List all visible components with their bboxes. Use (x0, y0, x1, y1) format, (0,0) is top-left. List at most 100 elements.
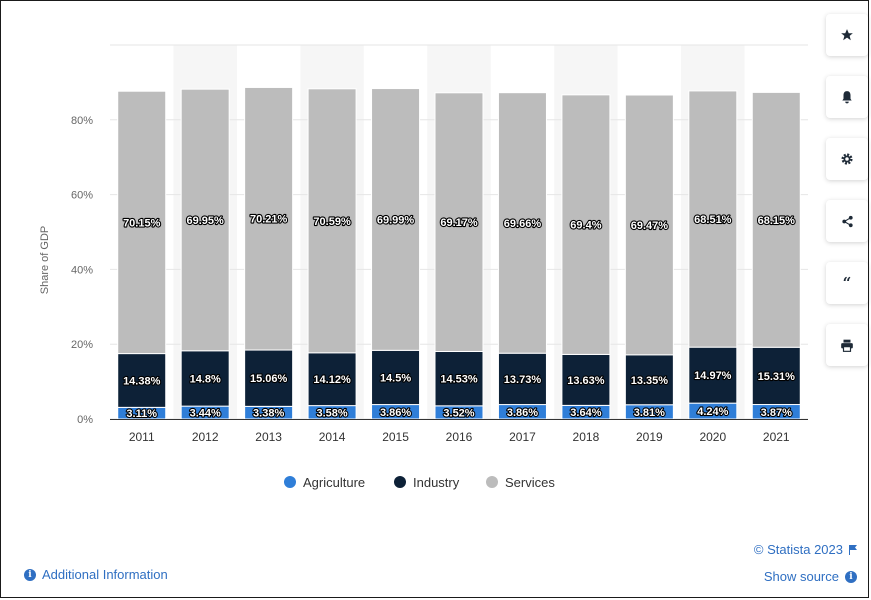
data-label: 69.47% (631, 220, 669, 232)
data-label: 3.64% (570, 407, 601, 419)
data-label: 70.59% (313, 216, 351, 228)
data-label: 3.86% (507, 407, 538, 419)
data-label: 13.63% (567, 375, 605, 387)
y-axis-title: Share of GDP (39, 226, 51, 294)
bar-services[interactable] (624, 94, 674, 356)
bar-services[interactable] (434, 92, 484, 352)
quote-icon: “ (842, 274, 852, 292)
data-label: 14.53% (440, 374, 478, 386)
data-label: 14.8% (190, 373, 221, 385)
bar-services[interactable] (751, 91, 801, 348)
x-tick-label: 2011 (129, 430, 155, 444)
y-tick-label: 20% (71, 339, 93, 351)
bar-services[interactable] (307, 88, 357, 354)
y-tick-label: 80% (71, 115, 93, 127)
y-tick-label: 0% (77, 414, 93, 426)
data-label: 69.66% (504, 218, 542, 230)
bell-icon (842, 91, 852, 104)
x-tick-label: 2016 (446, 430, 473, 444)
bar-industry[interactable] (751, 346, 801, 406)
share-button[interactable] (826, 200, 868, 242)
legend-marker (394, 476, 406, 488)
data-label: 13.35% (631, 375, 669, 387)
bar-industry[interactable] (244, 349, 294, 407)
legend-label: Agriculture (303, 475, 365, 490)
data-label: 70.21% (250, 214, 288, 226)
legend: Agriculture Industry Services (284, 475, 555, 490)
legend-marker (284, 476, 296, 488)
bar-industry[interactable] (180, 350, 230, 407)
bar-services[interactable] (117, 90, 167, 355)
show-source-link[interactable]: Show source i (764, 569, 857, 584)
data-label: 3.86% (380, 407, 411, 419)
x-tick-label: 2021 (763, 430, 790, 444)
data-label: 14.38% (123, 375, 161, 387)
bar-industry[interactable] (307, 352, 357, 407)
x-tick-label: 2013 (255, 430, 282, 444)
bar-industry[interactable] (434, 350, 484, 407)
data-label: 3.44% (190, 408, 221, 420)
flag-icon (849, 544, 857, 555)
data-label: 70.15% (123, 217, 161, 229)
data-label: 3.38% (253, 408, 284, 420)
additional-information-link[interactable]: i Additional Information (24, 567, 168, 582)
bar-services[interactable] (244, 86, 294, 351)
x-tick-label: 2020 (699, 430, 726, 444)
data-label: 14.97% (694, 370, 732, 382)
gear-icon (841, 153, 853, 165)
legend-label: Services (505, 475, 555, 490)
info-icon: i (24, 568, 36, 581)
bar-services[interactable] (180, 88, 230, 352)
cite-button[interactable]: “ (826, 262, 868, 304)
y-tick-label: 40% (71, 264, 93, 276)
data-label: 68.51% (694, 214, 732, 226)
x-tick-label: 2019 (636, 430, 663, 444)
bar-industry[interactable] (371, 349, 421, 406)
x-tick-label: 2012 (192, 430, 219, 444)
x-tick-label: 2018 (573, 430, 600, 444)
legend-item-industry[interactable]: Industry (394, 475, 460, 490)
bar-services[interactable] (371, 88, 421, 351)
y-axis: 0% 20% 40% 60% 80% (71, 115, 93, 426)
x-tick-label: 2015 (382, 430, 409, 444)
data-label: 3.87% (761, 407, 792, 419)
print-button[interactable] (826, 324, 868, 366)
data-label: 69.99% (377, 214, 415, 226)
data-label: 68.15% (758, 215, 796, 227)
data-label: 14.5% (380, 372, 411, 384)
bar-industry[interactable] (497, 352, 547, 406)
bar-industry[interactable] (561, 353, 611, 406)
legend-label: Industry (413, 475, 460, 490)
print-icon (841, 339, 853, 352)
data-label: 3.52% (443, 407, 474, 419)
show-source-text: Show source (763, 569, 839, 584)
bar-industry[interactable] (624, 354, 674, 406)
legend-item-services[interactable]: Services (486, 475, 555, 490)
x-tick-label: 2017 (509, 430, 536, 444)
x-axis: 2011 2012 2013 2014 2015 2016 2017 2018 2019 2020… (110, 419, 808, 444)
settings-button[interactable] (826, 138, 868, 180)
star-icon (841, 29, 853, 41)
bar-services[interactable] (688, 90, 738, 348)
legend-item-agriculture[interactable]: Agriculture (284, 475, 365, 490)
favorite-button[interactable] (826, 14, 868, 56)
data-label: 69.4% (570, 220, 601, 232)
legend-marker (486, 476, 498, 488)
bar-industry[interactable] (117, 353, 167, 408)
data-labels: 3.11% 14.38% 70.15% 3.44% 14.8% 69.95% 3.38% 15… (122, 213, 796, 422)
data-label: 15.06% (250, 373, 288, 385)
info-icon: i (845, 570, 857, 583)
statista-credit: © Statista 2023 (754, 542, 857, 557)
bars (117, 86, 801, 420)
bar-industry[interactable] (688, 346, 738, 404)
bar-services[interactable] (561, 94, 611, 355)
data-label: 3.11% (126, 408, 157, 420)
data-label: 3.81% (634, 407, 665, 419)
data-label: 15.31% (758, 371, 796, 383)
additional-information-text: Additional Information (42, 567, 168, 582)
data-label: 69.95% (187, 215, 225, 227)
y-tick-label: 60% (71, 190, 93, 202)
notification-button[interactable] (826, 76, 868, 118)
bar-services[interactable] (497, 92, 547, 354)
